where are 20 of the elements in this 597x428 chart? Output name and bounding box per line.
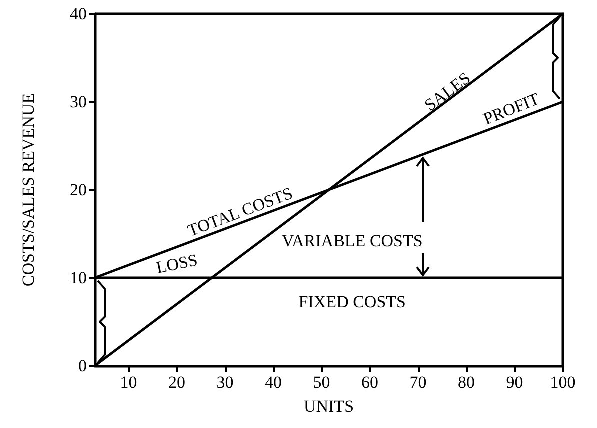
y-tick-label: 10 [70,268,87,288]
y-tick-label: 20 [70,180,87,200]
y-tick-label: 0 [78,356,87,376]
x-tick-label: 100 [550,373,576,392]
y-tick-label: 30 [70,92,87,112]
y-tick-label: 40 [70,4,87,24]
x-tick-label: 70 [410,373,427,392]
y-axis-title: COSTS/SALES REVENUE [19,93,38,287]
x-tick-label: 20 [168,373,186,392]
annotation: LOSS [154,250,200,278]
x-tick-label: 50 [313,373,330,392]
annotation: VARIABLE COSTS [282,232,423,251]
x-tick-label: 30 [216,373,234,392]
x-tick-label: 60 [362,373,379,392]
x-tick-label: 90 [506,373,524,392]
series-label: FIXED COSTS [298,292,406,312]
x-axis-title: UNITS [304,397,354,416]
x-tick-label: 10 [120,373,138,392]
x-tick-label: 40 [265,373,282,392]
x-tick-label: 80 [458,373,476,392]
